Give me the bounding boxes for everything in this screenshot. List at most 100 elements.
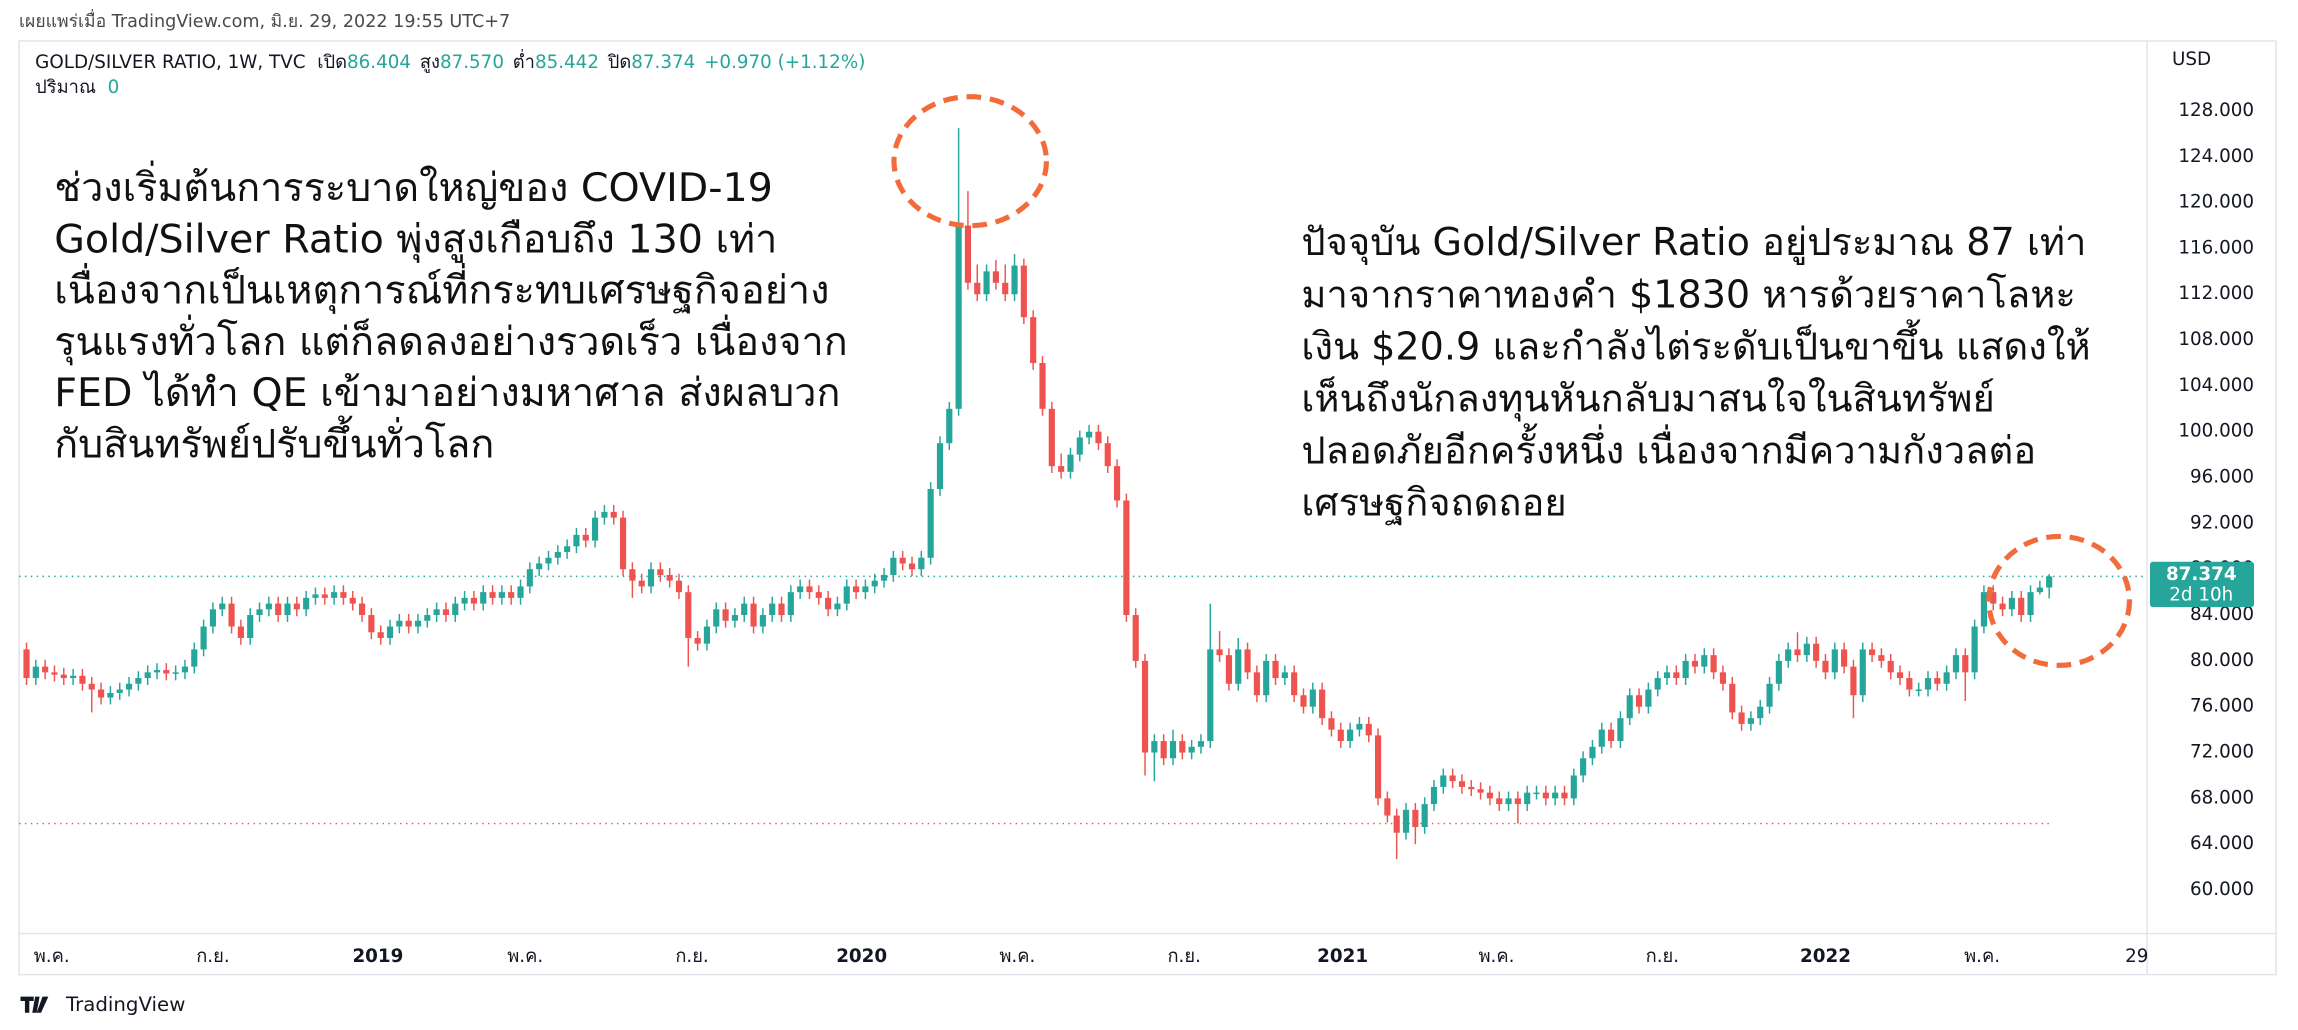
candle-body (116, 689, 123, 693)
candle-body (1822, 660, 1829, 673)
candle-body (1402, 809, 1410, 833)
x-tick-label: พ.ค. (999, 946, 1035, 967)
candle-body (713, 609, 720, 627)
candle-body (1710, 655, 1717, 673)
candle-body (442, 609, 450, 616)
candle-body (1971, 626, 1978, 673)
candle-body (619, 517, 627, 570)
candle-body (275, 603, 282, 616)
candle-body (1291, 672, 1298, 696)
x-tick-label: ก.ย. (196, 946, 229, 967)
annotation-line: ปลอดภัยอีกครั้งหนึ่ง เนื่องจากมีความกังว… (1301, 422, 2036, 472)
candle-body (498, 592, 505, 598)
candle-body (1887, 660, 1894, 673)
volume-row: ปริมาณ 0 (35, 77, 119, 98)
candle-body (1859, 649, 1866, 696)
candle-body (405, 620, 412, 627)
candle-body (1719, 672, 1727, 684)
candle-body (694, 637, 701, 644)
candle-body (200, 626, 207, 650)
candle-body (1831, 649, 1838, 673)
candle-body (526, 569, 533, 587)
x-tick-label: ก.ย. (675, 946, 708, 967)
annotation-line: FED ได้ทำ QE เข้ามาอย่างมหาศาล ส่งผลบวก (54, 370, 840, 416)
y-tick-label: 60.000 (2190, 879, 2254, 900)
candle-body (1841, 649, 1848, 667)
candle-body (936, 443, 944, 490)
chart-frame (18, 40, 2277, 976)
y-tick-label: 92.000 (2190, 512, 2254, 533)
candle-body (1542, 792, 1549, 799)
candle-body (1216, 649, 1223, 656)
candle-body (1691, 660, 1699, 667)
candle-body (396, 620, 403, 627)
candle-body (1272, 660, 1279, 679)
candle-body (1281, 672, 1288, 679)
candle-body (1039, 362, 1046, 409)
candle-body (1570, 775, 1577, 799)
currency: USD (2172, 49, 2211, 70)
candle-body (685, 592, 692, 638)
candle-body (1803, 643, 1810, 656)
highlight-ellipse (891, 94, 1049, 229)
candle-body (1952, 655, 1960, 673)
candle-body (209, 609, 217, 627)
candle-body (545, 557, 552, 564)
candle-body (2008, 597, 2015, 610)
candle-body (666, 574, 673, 581)
candle-body (582, 534, 589, 541)
candle-body (340, 592, 347, 598)
candle-body (657, 569, 664, 575)
highlight-ellipse (1986, 533, 2133, 668)
candle-body (880, 574, 888, 581)
candle-body (517, 586, 524, 598)
candle-body (815, 592, 822, 598)
candle-body (1141, 660, 1149, 753)
candle-body (144, 672, 151, 679)
ohlc-value: 86.404 (347, 52, 411, 73)
candle-body (918, 557, 925, 570)
candle-body (1365, 723, 1372, 736)
y-tick-label: 84.000 (2190, 604, 2254, 625)
candle-body (601, 511, 608, 518)
candle-body (1589, 746, 1596, 759)
candle-body (433, 609, 440, 616)
x-tick-label: 2019 (352, 946, 403, 967)
y-tick-label: 68.000 (2190, 787, 2254, 808)
candle-body (489, 592, 496, 598)
candle-body (908, 563, 916, 570)
candle-body (964, 225, 972, 283)
candle-body (2046, 576, 2053, 588)
x-tick-label: ก.ย. (1646, 946, 1679, 967)
candle-body (1440, 775, 1447, 787)
brand: TradingView (65, 993, 185, 1016)
candle-body (1561, 792, 1568, 799)
candle-body (1896, 672, 1904, 679)
candle-body (1943, 672, 1950, 684)
candle-body (377, 632, 384, 638)
symbol: GOLD/SILVER RATIO, 1W, TVC (35, 52, 305, 73)
candle-body (1086, 431, 1093, 438)
candle-body (480, 592, 487, 604)
candle-body (806, 586, 813, 593)
candle-body (1328, 718, 1335, 730)
candle-body (461, 597, 468, 604)
candle-body (1850, 666, 1857, 696)
candle-body (843, 586, 850, 604)
y-tick-label: 80.000 (2190, 650, 2254, 671)
candle-body (1608, 729, 1615, 742)
candle-body (1132, 615, 1139, 661)
candle-body (1169, 741, 1177, 759)
candle-body (1207, 649, 1214, 742)
candle-body (1533, 792, 1540, 795)
candle-body (1934, 678, 1941, 684)
candle-body (60, 674, 67, 679)
candle-body (1580, 758, 1587, 776)
candle-body (1095, 431, 1102, 444)
candle-body (70, 675, 77, 679)
candle-body (1645, 689, 1652, 707)
candle-body (1347, 729, 1354, 742)
candle-body (1030, 317, 1037, 363)
y-tick-label: 96.000 (2190, 467, 2254, 488)
candle-body (1058, 466, 1065, 472)
